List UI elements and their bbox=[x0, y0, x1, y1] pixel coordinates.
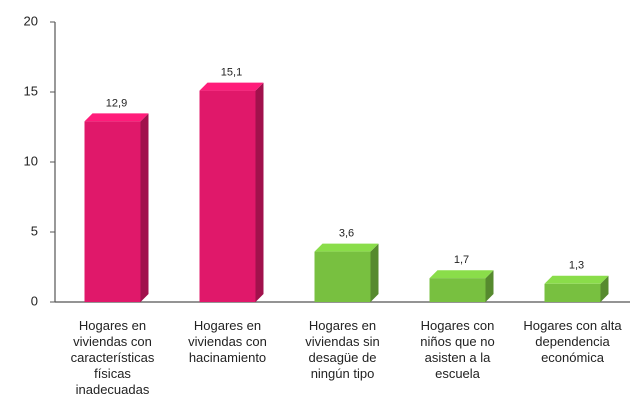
bar-top bbox=[429, 270, 494, 279]
bar bbox=[199, 90, 256, 302]
bar-side bbox=[255, 82, 264, 302]
x-tick-label: Hogares con niños que no asisten a la es… bbox=[420, 318, 495, 381]
y-tick-label: 0 bbox=[31, 293, 38, 308]
bar-side bbox=[485, 270, 494, 302]
bar bbox=[314, 251, 371, 302]
bar bbox=[429, 278, 486, 302]
x-tick-label: Hogares en viviendas con hacinamiento bbox=[188, 318, 267, 365]
bar-top bbox=[199, 82, 264, 91]
bar bbox=[84, 121, 141, 303]
y-tick-label: 15 bbox=[24, 83, 38, 98]
bar-side bbox=[600, 275, 609, 302]
bar-top bbox=[314, 243, 379, 252]
data-label: 15,1 bbox=[221, 67, 242, 79]
bar-top bbox=[544, 275, 609, 284]
bar-top bbox=[84, 113, 149, 122]
x-tick-label: Hogares con alta dependencia económica bbox=[523, 318, 622, 365]
y-tick-label: 10 bbox=[24, 153, 38, 168]
y-tick-label: 5 bbox=[31, 223, 38, 238]
y-tick-label: 20 bbox=[24, 13, 38, 28]
x-tick-label: Hogares en viviendas con características… bbox=[70, 318, 155, 397]
data-label: 1,7 bbox=[454, 254, 469, 266]
bar-side bbox=[370, 243, 379, 302]
data-label: 1,3 bbox=[569, 260, 584, 272]
data-label: 3,6 bbox=[339, 228, 354, 240]
bar bbox=[544, 283, 601, 302]
x-tick-label: Hogares en viviendas sin desagüe de ning… bbox=[305, 318, 380, 381]
bar-side bbox=[140, 113, 149, 303]
data-label: 12,9 bbox=[106, 97, 127, 109]
